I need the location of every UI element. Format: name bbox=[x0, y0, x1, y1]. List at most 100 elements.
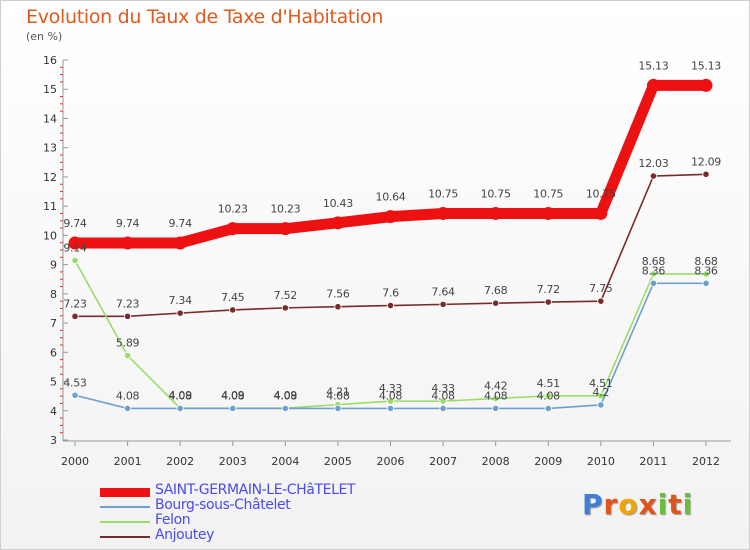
data-point bbox=[386, 404, 395, 413]
data-label: 12.03 bbox=[638, 157, 668, 170]
x-tick-label: 2010 bbox=[587, 455, 615, 468]
data-point bbox=[121, 236, 135, 250]
x-tick-label: 2001 bbox=[114, 455, 142, 468]
data-point bbox=[281, 304, 289, 312]
x-tick-label: 2007 bbox=[429, 455, 457, 468]
data-point bbox=[176, 404, 184, 413]
logo-letter: i bbox=[682, 488, 694, 521]
data-point bbox=[281, 404, 289, 413]
legend-label: Bourg-sous-Châtelet bbox=[155, 497, 291, 513]
data-label: 9.74 bbox=[169, 217, 193, 230]
data-label: 4.09 bbox=[221, 389, 245, 402]
data-label: 4.09 bbox=[274, 389, 298, 402]
data-point bbox=[544, 392, 552, 400]
logo-letter: o bbox=[618, 488, 639, 521]
y-tick-label: 16 bbox=[43, 54, 57, 67]
logo-letter: r bbox=[603, 488, 619, 521]
data-point bbox=[649, 279, 658, 287]
y-tick-label: 8 bbox=[50, 288, 57, 301]
data-point bbox=[492, 299, 500, 307]
data-label: 7.72 bbox=[537, 283, 560, 296]
y-tick-label: 6 bbox=[50, 346, 57, 359]
data-label: 4.51 bbox=[589, 377, 612, 390]
data-label: 10.75 bbox=[428, 187, 458, 200]
data-label: 4.33 bbox=[431, 382, 455, 395]
data-label: 8.68 bbox=[694, 255, 718, 268]
y-tick-label: 4 bbox=[50, 405, 57, 418]
x-tick-label: 2002 bbox=[166, 455, 194, 468]
data-label: 7.75 bbox=[589, 282, 613, 295]
data-point bbox=[702, 270, 710, 278]
data-point bbox=[123, 351, 132, 360]
data-label: 4.09 bbox=[169, 389, 193, 402]
data-point bbox=[173, 236, 187, 250]
data-label: 4.08 bbox=[274, 389, 298, 402]
data-point bbox=[71, 256, 79, 265]
data-point bbox=[597, 297, 605, 305]
y-tick-label: 12 bbox=[43, 171, 57, 184]
data-label: 4.08 bbox=[169, 389, 193, 402]
data-label: 15.13 bbox=[691, 59, 721, 72]
data-point bbox=[649, 172, 658, 180]
data-point bbox=[123, 404, 132, 413]
data-point bbox=[597, 401, 605, 409]
y-tick-label: 9 bbox=[50, 259, 57, 272]
x-tick-label: 2012 bbox=[692, 455, 720, 468]
data-label: 7.6 bbox=[382, 287, 399, 300]
data-label: 12.09 bbox=[691, 155, 721, 168]
logo-letter: P bbox=[582, 488, 604, 521]
data-label: 5.89 bbox=[116, 337, 140, 350]
data-label: 7.64 bbox=[431, 285, 455, 298]
x-tick-label: 2003 bbox=[219, 455, 247, 468]
data-point bbox=[439, 397, 447, 405]
data-point bbox=[489, 206, 503, 220]
legend-label: Felon bbox=[155, 512, 191, 528]
legend-swatch bbox=[100, 506, 150, 508]
data-point bbox=[68, 236, 82, 250]
logo-letter: t bbox=[668, 488, 683, 521]
data-label: 4.08 bbox=[221, 389, 245, 402]
data-point bbox=[649, 270, 658, 278]
data-point bbox=[229, 404, 237, 413]
data-point bbox=[386, 397, 395, 405]
legend-swatch bbox=[100, 521, 150, 523]
data-label: 4.08 bbox=[116, 389, 140, 402]
data-label: 8.36 bbox=[694, 264, 718, 277]
data-point bbox=[702, 279, 710, 287]
x-tick-label: 2004 bbox=[271, 455, 299, 468]
data-point bbox=[646, 78, 660, 92]
data-label: 4.08 bbox=[326, 389, 350, 402]
data-label: 4.08 bbox=[484, 389, 508, 402]
data-label: 7.52 bbox=[274, 289, 297, 302]
y-tick-label: 7 bbox=[50, 317, 57, 330]
data-label: 8.36 bbox=[642, 264, 666, 277]
legend-swatch bbox=[100, 488, 150, 497]
y-tick-label: 10 bbox=[43, 229, 57, 242]
data-label: 9.74 bbox=[63, 217, 87, 230]
data-label: 4.08 bbox=[537, 389, 561, 402]
data-point bbox=[123, 312, 132, 320]
data-label: 15.13 bbox=[638, 59, 668, 72]
data-point bbox=[541, 206, 555, 220]
data-label: 10.23 bbox=[218, 203, 248, 216]
data-point bbox=[176, 309, 184, 317]
data-point bbox=[71, 312, 79, 320]
y-tick-label: 3 bbox=[50, 434, 57, 447]
logo-letter: x bbox=[638, 488, 658, 521]
data-point bbox=[594, 206, 608, 220]
y-tick-label: 11 bbox=[43, 200, 57, 213]
data-point bbox=[384, 210, 397, 224]
y-tick-label: 15 bbox=[43, 83, 57, 96]
data-label: 4.08 bbox=[379, 389, 403, 402]
legend-swatch bbox=[100, 536, 150, 538]
data-point bbox=[331, 216, 345, 230]
data-point bbox=[492, 394, 500, 403]
legend-label: SAINT-GERMAIN-LE-CHâTELET bbox=[155, 482, 356, 498]
data-point bbox=[226, 222, 240, 236]
x-tick-label: 2009 bbox=[534, 455, 562, 468]
data-point bbox=[278, 222, 292, 236]
data-label: 9.14 bbox=[63, 242, 87, 255]
data-label: 7.56 bbox=[326, 288, 350, 301]
